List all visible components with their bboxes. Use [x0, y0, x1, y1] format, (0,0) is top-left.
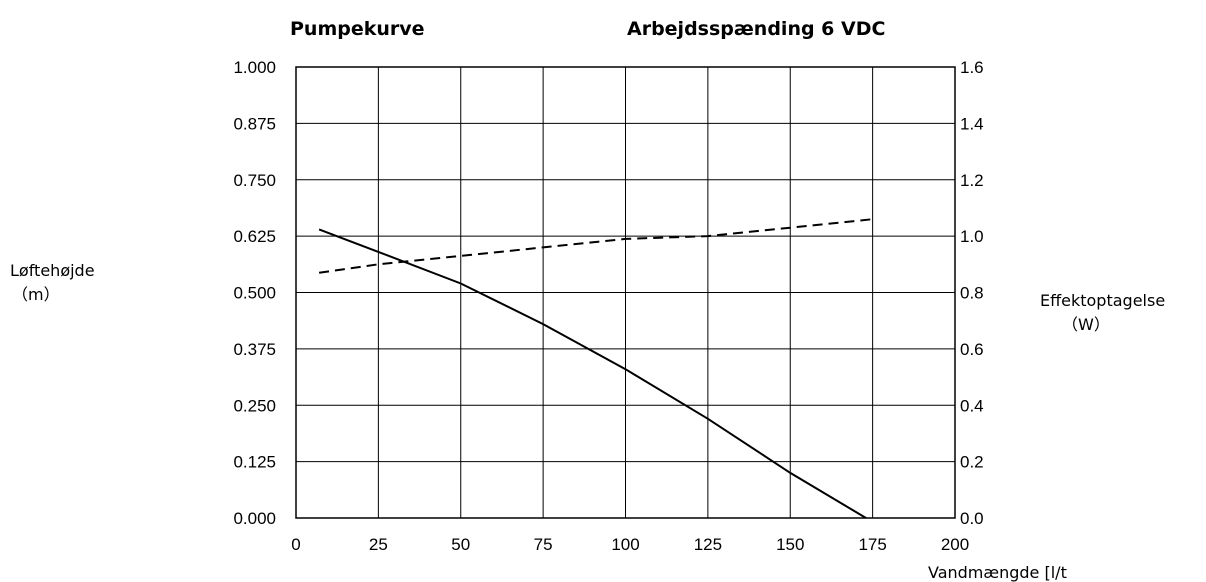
y-right-label: Effektoptagelse: [1040, 291, 1165, 310]
x-tick-label: 50: [451, 535, 470, 554]
y-right-tick-label: 0.8: [960, 284, 984, 303]
x-tick-label: 125: [694, 535, 722, 554]
x-tick-label: 150: [776, 535, 804, 554]
ticks: 0 25 50 75 100 125 150 175 200 0.000 0.125 0.250 0.3…: [233, 58, 983, 554]
y-left-label: Løftehøjde: [10, 261, 95, 280]
series: [318, 218, 873, 519]
x-axis-label: Vandmængde [l/t: [928, 563, 1067, 582]
y-right-tick-label: 1.4: [960, 114, 984, 133]
y-right-tick-label: 1.6: [960, 58, 984, 77]
x-tick-label: 100: [611, 535, 639, 554]
y-right-tick-label: 0.0: [960, 509, 984, 528]
y-left-tick-label: 0.375: [233, 340, 276, 359]
x-tick-label: 175: [858, 535, 886, 554]
chart-title: Pumpekurve: [290, 18, 425, 40]
x-tick-label: 0: [291, 535, 300, 554]
y-left-tick-label: 0.625: [233, 227, 276, 246]
y-right-tick-label: 0.4: [960, 396, 984, 415]
y-left-tick-label: 0.875: [233, 114, 276, 133]
y-left-tick-label: 0.500: [233, 284, 276, 303]
y-left-tick-label: 0.000: [233, 509, 276, 528]
y-left-unit: （m）: [12, 285, 60, 304]
y-right-tick-label: 1.2: [960, 171, 984, 190]
y-right-unit: （W）: [1062, 315, 1110, 334]
head-curve-line: [318, 228, 867, 519]
y-left-tick-label: 0.125: [233, 453, 276, 472]
chart-subtitle: Arbejdsspænding 6 VDC: [627, 18, 885, 40]
y-right-tick-label: 0.2: [960, 453, 984, 472]
plot-frame: [295, 66, 956, 519]
grid: [296, 67, 955, 518]
x-tick-label: 75: [534, 535, 553, 554]
y-left-tick-label: 1.000: [233, 58, 276, 77]
power-consumption-line: [318, 218, 873, 274]
y-left-tick-label: 0.750: [233, 171, 276, 190]
x-tick-label: 200: [941, 535, 969, 554]
y-right-tick-label: 0.6: [960, 340, 984, 359]
y-left-tick-label: 0.250: [233, 396, 276, 415]
x-tick-label: 25: [369, 535, 388, 554]
y-right-tick-label: 1.0: [960, 227, 984, 246]
